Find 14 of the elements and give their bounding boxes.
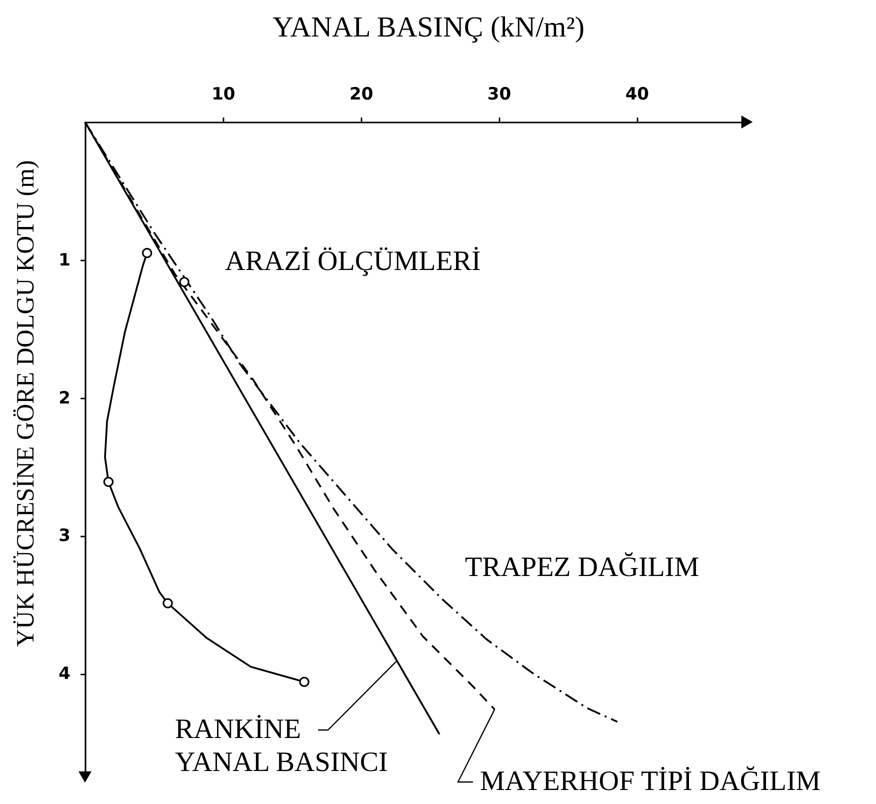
y-tick-label: 1 (58, 250, 70, 270)
x-tick-label: 40 (625, 84, 650, 104)
series-label: RANKİNE YANAL BASINCI (175, 714, 388, 778)
text: MAYERHOF TİPİ DAĞILIM (480, 766, 821, 797)
x-tick-label: 30 (487, 84, 512, 104)
y-tick-label: 4 (58, 664, 71, 684)
y-axis-title: YÜK HÜCRESİNE GÖRE DOLGU KOTU (m) (12, 160, 40, 647)
y-tick-label: 3 (58, 526, 70, 546)
series-label: ARAZİ ÖLÇÜMLERİ (225, 246, 481, 277)
x-tick-label: 10 (212, 84, 236, 104)
x-axis-title: YANAL BASINÇ (kN/m²) (272, 12, 585, 44)
series-label: TRAPEZ DAĞILIM (465, 552, 700, 583)
y-tick-label: 2 (58, 388, 70, 408)
x-tick-label: 20 (349, 84, 374, 104)
